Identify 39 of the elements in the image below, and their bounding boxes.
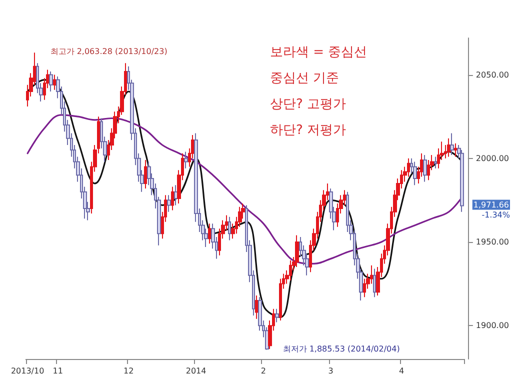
- candlestick: [450, 132, 454, 156]
- annotation: 최저가 1,885.53 (2014/02/04): [282, 344, 400, 354]
- x-tick-label: 11: [52, 366, 63, 376]
- y-tick-label: 1900.00: [476, 321, 510, 330]
- x-tick-label: 3: [328, 366, 334, 376]
- candlestick: [423, 154, 427, 182]
- annotation: 상단? 고평가: [270, 97, 346, 112]
- y-tick-label: 1950.00: [476, 237, 510, 246]
- candlestick: [289, 260, 292, 281]
- candlestick: [373, 268, 376, 298]
- candlestick: [53, 74, 56, 90]
- candlestick: [255, 294, 258, 320]
- x-tick-label: 2: [260, 366, 266, 376]
- candlestick: [275, 308, 279, 323]
- text: -1.34%: [482, 210, 510, 220]
- candlestick: [295, 234, 299, 268]
- candlestick: [171, 186, 174, 211]
- y-tick-label: 2000.00: [476, 154, 510, 163]
- annotation: 최고가 2,063.28 (2013/10/23): [50, 47, 168, 56]
- y-tick-label: 2050.00: [476, 70, 510, 80]
- candlestick: [184, 151, 188, 169]
- candlestick: [413, 161, 417, 186]
- annotation: 중심선 기준: [270, 71, 340, 86]
- x-tick-label: 2013/10: [10, 366, 44, 376]
- candlestick: [167, 194, 171, 212]
- candlestick: [228, 216, 231, 241]
- annotation: 보라색 = 중심선: [270, 45, 368, 60]
- text: 1,971.66: [473, 200, 509, 210]
- x-tick-label: 12: [124, 366, 134, 376]
- x-tick-label: 2014: [186, 366, 206, 376]
- candlestick: [174, 184, 178, 206]
- candlestick: [454, 142, 457, 158]
- x-tick-label: 4: [399, 366, 404, 376]
- candlestick: [208, 223, 211, 244]
- candlestick: [434, 156, 437, 169]
- candlestick: [144, 160, 147, 189]
- candlestick: [447, 138, 451, 158]
- annotation: 하단? 저평가: [270, 123, 346, 138]
- candlestick: [49, 70, 53, 92]
